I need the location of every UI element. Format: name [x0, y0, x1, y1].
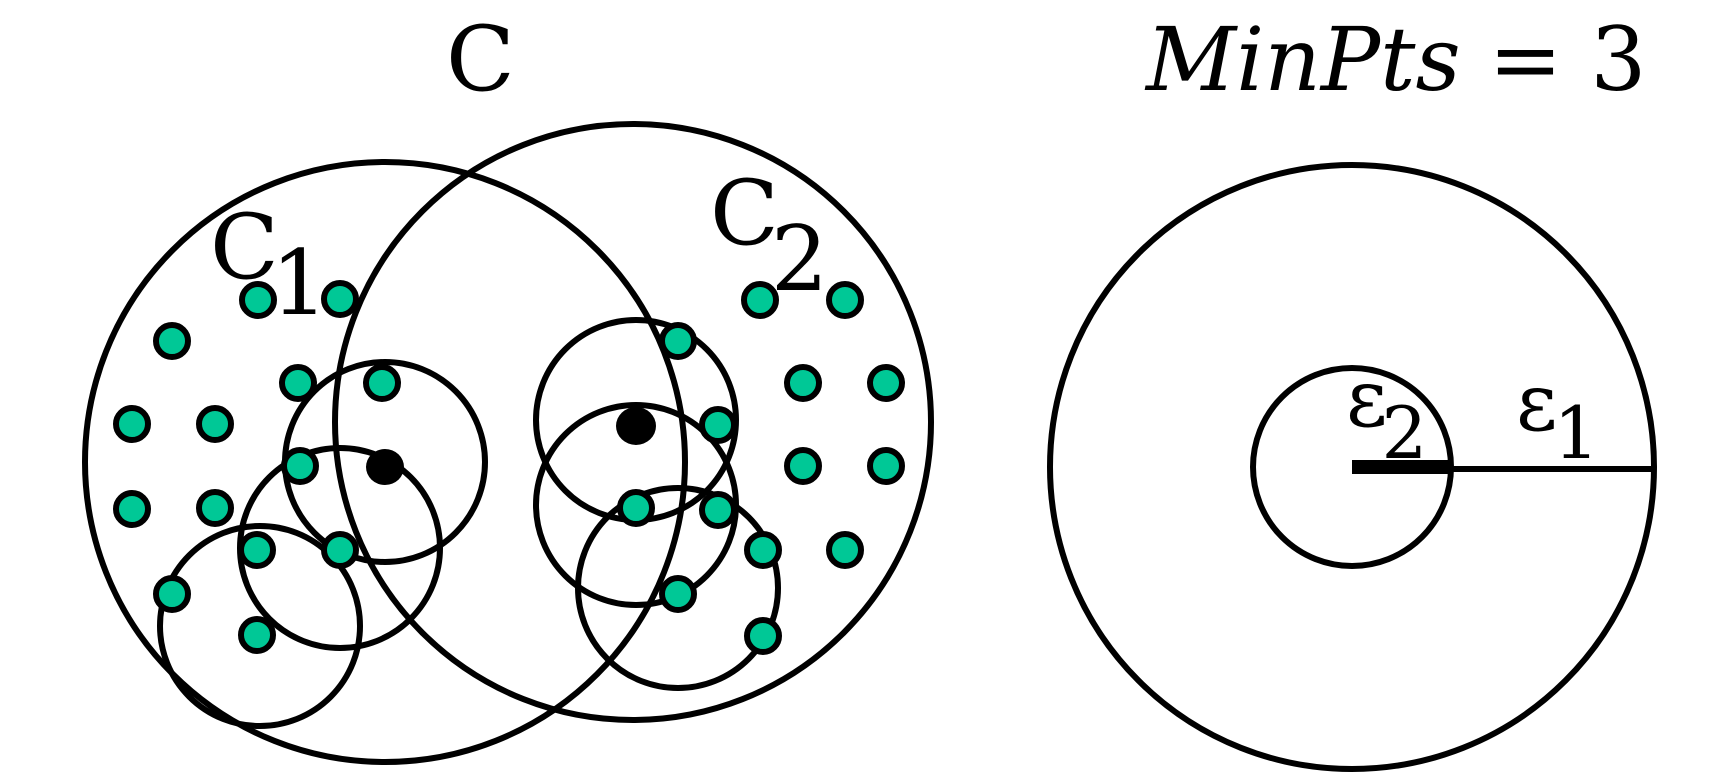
cluster-circles — [82, 121, 934, 765]
cluster-c2-subscript: 2 — [771, 207, 828, 312]
data-point — [826, 531, 864, 569]
data-point — [113, 490, 151, 528]
data-point — [196, 405, 234, 443]
minpts-name: MinPts — [1144, 8, 1461, 111]
neighborhood-circle — [157, 523, 363, 729]
cluster-c1-main: C — [210, 195, 279, 300]
data-point — [867, 447, 905, 485]
epsilon1-subscript: 1 — [1553, 391, 1599, 475]
data-point — [617, 489, 655, 527]
minpts-label: MinPts = 3 — [1144, 8, 1646, 111]
core-points — [366, 407, 656, 485]
data-point — [153, 575, 191, 613]
neighborhood-circles — [157, 317, 781, 729]
cluster-c2-circle — [332, 121, 934, 723]
data-point — [239, 281, 277, 319]
data-point — [659, 322, 697, 360]
epsilon1-label: ε1 — [1516, 356, 1599, 475]
epsilon2-label: ε2 — [1346, 352, 1427, 475]
epsilon-legend — [1047, 162, 1657, 772]
data-point — [826, 281, 864, 319]
data-point — [281, 447, 319, 485]
data-point — [699, 406, 737, 444]
epsilon2-main: ε — [1346, 352, 1387, 445]
data-point — [744, 617, 782, 655]
cluster-c1-subscript: 1 — [271, 231, 328, 336]
data-point — [784, 447, 822, 485]
data-point — [321, 531, 359, 569]
cluster-c1-circle — [82, 159, 688, 765]
data-point — [741, 281, 779, 319]
data-point — [867, 364, 905, 402]
data-point — [659, 575, 697, 613]
data-point — [699, 491, 737, 529]
epsilon1-main: ε — [1516, 356, 1557, 449]
epsilon2-subscript: 2 — [1381, 391, 1427, 475]
data-points — [113, 280, 905, 655]
data-point — [153, 322, 191, 360]
core-point — [616, 407, 656, 445]
core-point — [366, 449, 404, 485]
data-point — [238, 616, 276, 654]
cluster-c1-label: C1 — [210, 195, 328, 336]
neighborhood-circle — [575, 485, 781, 691]
data-point — [238, 531, 276, 569]
cluster-c-label: C — [446, 7, 515, 112]
minpts-value: = 3 — [1461, 8, 1647, 111]
data-point — [784, 364, 822, 402]
cluster-c2-label: C2 — [710, 161, 828, 312]
data-point — [196, 489, 234, 527]
data-point — [744, 531, 782, 569]
data-point — [279, 364, 317, 402]
data-point — [321, 280, 359, 318]
data-point — [113, 405, 151, 443]
data-point — [363, 364, 401, 402]
cluster-c2-main: C — [710, 161, 779, 266]
